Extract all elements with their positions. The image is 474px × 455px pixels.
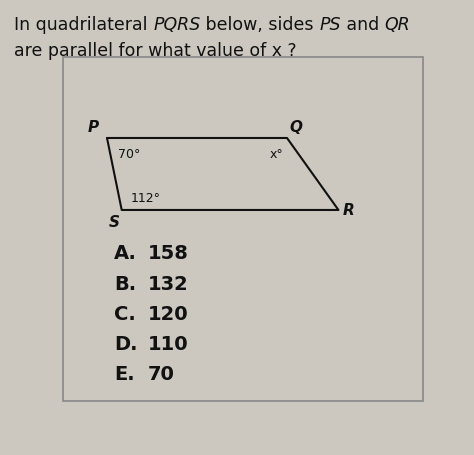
Text: D.: D. bbox=[114, 334, 138, 353]
Text: E.: E. bbox=[114, 364, 135, 383]
Text: PQRS: PQRS bbox=[153, 16, 201, 34]
Text: S: S bbox=[108, 214, 119, 229]
Text: PS: PS bbox=[319, 16, 341, 34]
Text: 70: 70 bbox=[147, 364, 174, 383]
Text: 110: 110 bbox=[147, 334, 188, 353]
Text: P: P bbox=[88, 120, 99, 135]
Text: are parallel for what value of x ?: are parallel for what value of x ? bbox=[14, 42, 297, 60]
Text: R: R bbox=[343, 203, 354, 218]
Text: Q: Q bbox=[290, 120, 302, 135]
Text: 158: 158 bbox=[147, 244, 188, 263]
Text: and: and bbox=[341, 16, 385, 34]
Text: 120: 120 bbox=[147, 304, 188, 323]
Text: 132: 132 bbox=[147, 274, 188, 293]
Text: x°: x° bbox=[270, 147, 283, 161]
Text: A.: A. bbox=[114, 244, 137, 263]
Text: In quadrilateral: In quadrilateral bbox=[14, 16, 153, 34]
Text: C.: C. bbox=[114, 304, 136, 323]
Text: QR: QR bbox=[385, 16, 410, 34]
Text: 112°: 112° bbox=[131, 191, 161, 204]
Text: below, sides: below, sides bbox=[201, 16, 319, 34]
Text: 70°: 70° bbox=[118, 147, 140, 161]
Text: B.: B. bbox=[114, 274, 137, 293]
